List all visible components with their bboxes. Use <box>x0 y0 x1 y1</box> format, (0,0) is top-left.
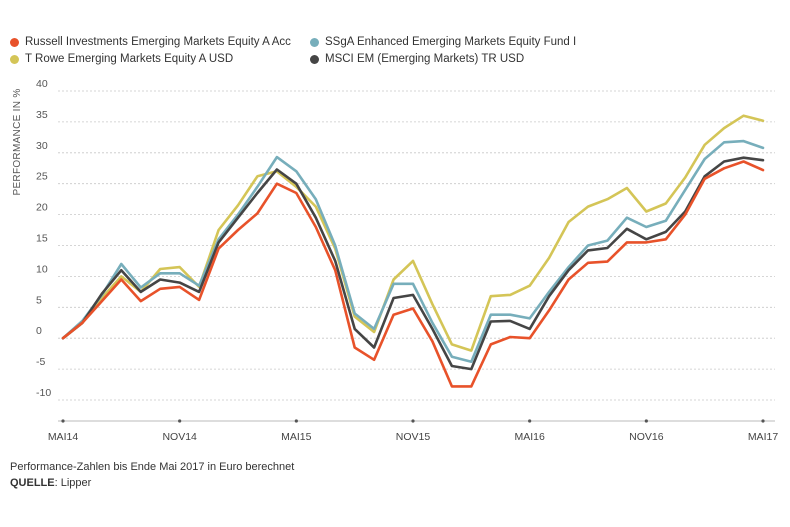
x-tick-label: NOV15 <box>396 431 431 443</box>
legend-item-msci: MSCI EM (Emerging Markets) TR USD <box>310 53 524 65</box>
y-tick-label: 5 <box>36 294 42 306</box>
legend-label: SSgA Enhanced Emerging Markets Equity Fu… <box>325 36 577 48</box>
legend-label: T Rowe Emerging Markets Equity A USD <box>25 53 234 65</box>
series-line-2 <box>61 114 765 352</box>
y-axis-label: PERFORMANCE IN % <box>12 88 23 195</box>
chart-source: QUELLE: Lipper <box>10 477 91 489</box>
y-tick-label: -10 <box>36 387 51 399</box>
y-tick-label: 15 <box>36 233 48 245</box>
x-tick-mark <box>528 419 532 423</box>
y-tick-label: -5 <box>36 356 45 368</box>
chart-footnote: Performance-Zahlen bis Ende Mai 2017 in … <box>10 461 295 473</box>
y-tick-label: 30 <box>36 140 48 152</box>
x-tick-mark <box>761 419 765 423</box>
x-tick-mark <box>178 419 182 423</box>
legend-dot-icon <box>310 37 319 47</box>
x-tick-label: NOV14 <box>162 431 197 443</box>
x-tick-label: MAI15 <box>281 431 312 443</box>
y-tick-label: 0 <box>36 325 42 337</box>
legend-label: Russell Investments Emerging Markets Equ… <box>25 36 291 48</box>
chart-series-lines <box>61 114 765 388</box>
y-tick-label: 10 <box>36 263 48 275</box>
legend-label: MSCI EM (Emerging Markets) TR USD <box>325 53 525 65</box>
x-tick-label: MAI14 <box>48 431 79 443</box>
source-label: QUELLE <box>10 477 55 489</box>
legend-item-trowe: T Rowe Emerging Markets Equity A USD <box>10 53 233 65</box>
source-value: : Lipper <box>54 477 92 489</box>
legend-dot-icon <box>10 37 19 47</box>
y-tick-label: 25 <box>36 171 48 183</box>
series-line-0 <box>61 160 765 388</box>
x-tick-label: MAI17 <box>748 431 779 443</box>
legend-dot-icon <box>10 54 19 64</box>
x-tick-label: MAI16 <box>514 431 545 443</box>
x-tick-mark <box>61 419 65 423</box>
x-tick-mark <box>294 419 298 423</box>
chart-gridlines <box>58 90 775 401</box>
series-line-1 <box>61 139 765 364</box>
y-tick-label: 40 <box>36 78 48 90</box>
x-tick-mark <box>411 419 415 423</box>
legend-dot-icon <box>310 54 319 64</box>
legend-item-russell: Russell Investments Emerging Markets Equ… <box>10 36 291 48</box>
x-axis: MAI14 NOV14 MAI15 NOV15 MAI16 NOV16 MAI17 <box>48 419 779 443</box>
series-line-3 <box>61 156 765 371</box>
x-tick-mark <box>644 419 648 423</box>
x-tick-label: NOV16 <box>629 431 664 443</box>
y-tick-label: 20 <box>36 202 48 214</box>
y-axis-ticks: 40 35 30 25 20 15 10 5 0 -5 -10 <box>36 78 51 399</box>
y-tick-label: 35 <box>36 109 48 121</box>
legend-item-ssga: SSgA Enhanced Emerging Markets Equity Fu… <box>310 36 576 48</box>
